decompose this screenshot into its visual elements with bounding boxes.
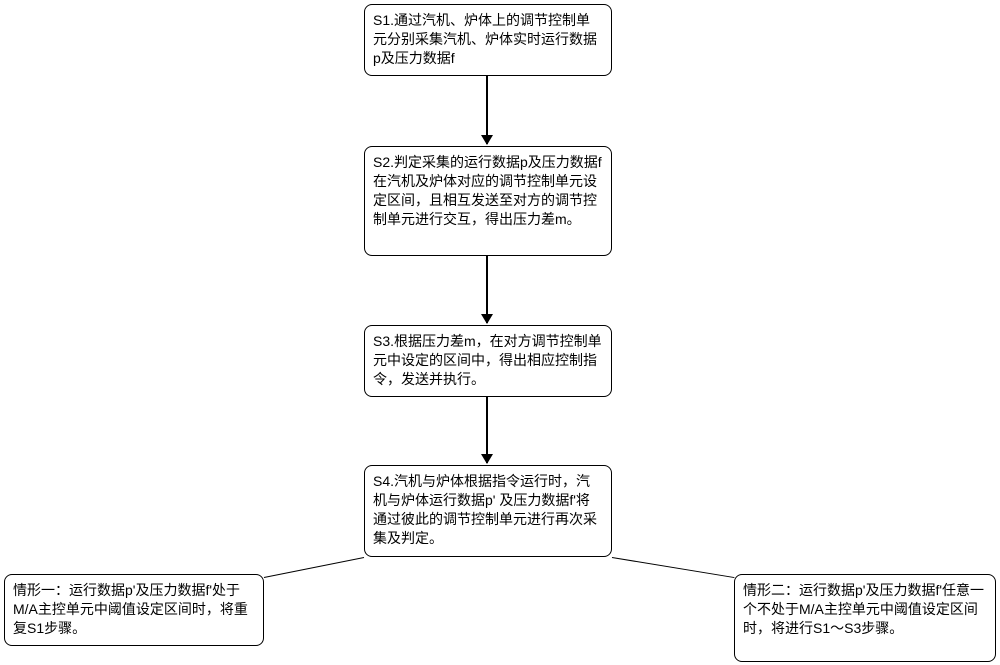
flow-node-case2: 情形二：运行数据p'及压力数据f'任意一个不处于M/A主控单元中阈值设定区间时，… xyxy=(734,574,996,662)
arrow-s1-s2 xyxy=(486,76,488,144)
node-text: 情形一：运行数据p'及压力数据f'处于M/A主控单元中阈值设定区间时，将重复S1… xyxy=(13,582,248,636)
node-text: S4.汽机与炉体根据指令运行时，汽机与炉体运行数据p' 及压力数据f'将通过彼此… xyxy=(373,473,597,546)
node-text: S3.根据压力差m，在对方调节控制单元中设定的区间中，得出相应控制指令，发送并执… xyxy=(373,333,602,387)
flow-node-case1: 情形一：运行数据p'及压力数据f'处于M/A主控单元中阈值设定区间时，将重复S1… xyxy=(4,574,264,646)
flow-node-s3: S3.根据压力差m，在对方调节控制单元中设定的区间中，得出相应控制指令，发送并执… xyxy=(364,325,612,397)
branch-s4-case2 xyxy=(612,557,734,578)
node-text: 情形二：运行数据p'及压力数据f'任意一个不处于M/A主控单元中阈值设定区间时，… xyxy=(743,582,984,636)
branch-s4-case1 xyxy=(264,557,364,578)
flow-node-s1: S1.通过汽机、炉体上的调节控制单元分别采集汽机、炉体实时运行数据p及压力数据f xyxy=(364,4,612,76)
arrow-s3-s4 xyxy=(486,397,488,463)
node-text: S1.通过汽机、炉体上的调节控制单元分别采集汽机、炉体实时运行数据p及压力数据f xyxy=(373,12,597,66)
arrow-s2-s3 xyxy=(486,256,488,323)
flow-node-s4: S4.汽机与炉体根据指令运行时，汽机与炉体运行数据p' 及压力数据f'将通过彼此… xyxy=(364,465,612,557)
node-text: S2.判定采集的运行数据p及压力数据f在汽机及炉体对应的调节控制单元设定区间，且… xyxy=(373,154,602,227)
flow-node-s2: S2.判定采集的运行数据p及压力数据f在汽机及炉体对应的调节控制单元设定区间，且… xyxy=(364,146,612,256)
